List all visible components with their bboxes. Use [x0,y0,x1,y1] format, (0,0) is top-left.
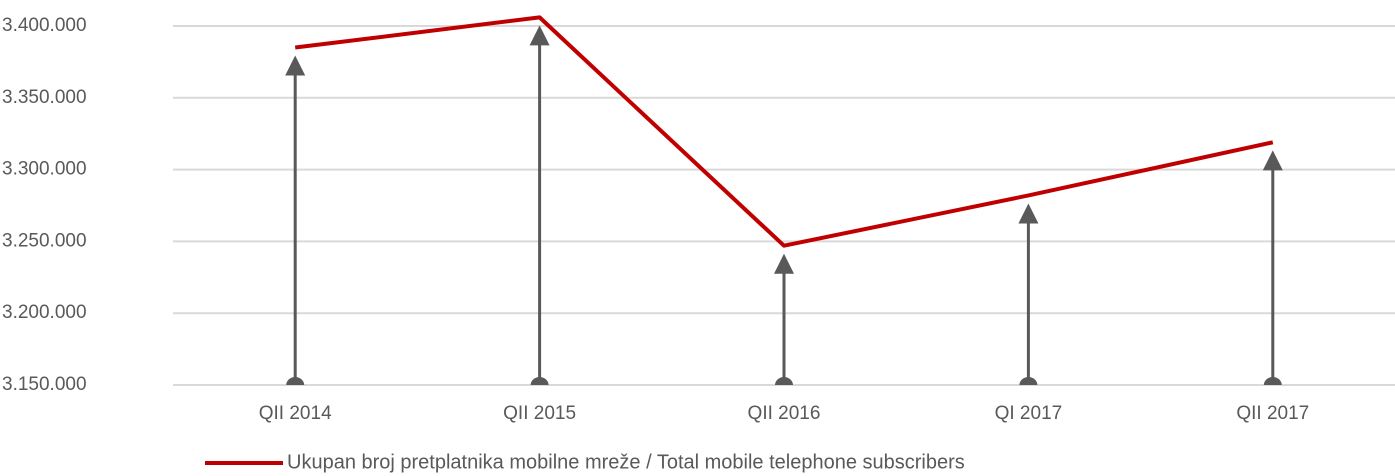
x-tick-label: QII 2016 [748,403,821,424]
arrow-head [285,55,306,76]
x-tick-label: QI 2017 [995,403,1063,424]
x-tick-label: QII 2017 [1236,403,1309,424]
y-tick-label: 3.200.000 [2,302,87,323]
x-tick-label: QII 2015 [503,403,576,424]
arrow-head [1018,203,1039,224]
line-series [294,15,1274,248]
y-tick-label: 3.250.000 [2,230,87,251]
x-tick-label: QII 2014 [259,403,332,424]
y-tick-label: 3.150.000 [2,374,87,395]
y-tick-label: 3.400.000 [2,15,87,36]
arrow-head [774,253,794,274]
arrow-head [529,25,550,46]
y-tick-label: 3.300.000 [2,159,87,180]
arrow-head [1262,150,1283,171]
legend-label: Ukupan broj pretplatnika mobilne mreže /… [287,451,965,473]
y-tick-label: 3.350.000 [2,87,87,108]
